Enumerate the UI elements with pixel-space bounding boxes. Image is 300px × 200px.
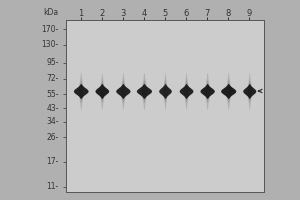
- Text: 8: 8: [226, 9, 231, 18]
- Text: 17-: 17-: [46, 157, 59, 166]
- Text: 4: 4: [141, 9, 147, 18]
- Text: 9: 9: [247, 9, 252, 18]
- Text: 43-: 43-: [46, 104, 59, 113]
- Text: 55-: 55-: [46, 90, 59, 99]
- Text: 6: 6: [183, 9, 189, 18]
- Text: 130-: 130-: [41, 40, 58, 49]
- Text: 34-: 34-: [46, 117, 59, 126]
- Text: 11-: 11-: [46, 182, 58, 191]
- Text: kDa: kDa: [44, 8, 59, 17]
- Text: 1: 1: [78, 9, 83, 18]
- Text: 2: 2: [99, 9, 104, 18]
- Text: 3: 3: [120, 9, 126, 18]
- Text: 95-: 95-: [46, 58, 59, 67]
- Text: 7: 7: [204, 9, 210, 18]
- Text: 26-: 26-: [46, 133, 59, 142]
- Text: 5: 5: [162, 9, 168, 18]
- Text: 72-: 72-: [46, 74, 59, 83]
- Text: 170-: 170-: [41, 25, 58, 34]
